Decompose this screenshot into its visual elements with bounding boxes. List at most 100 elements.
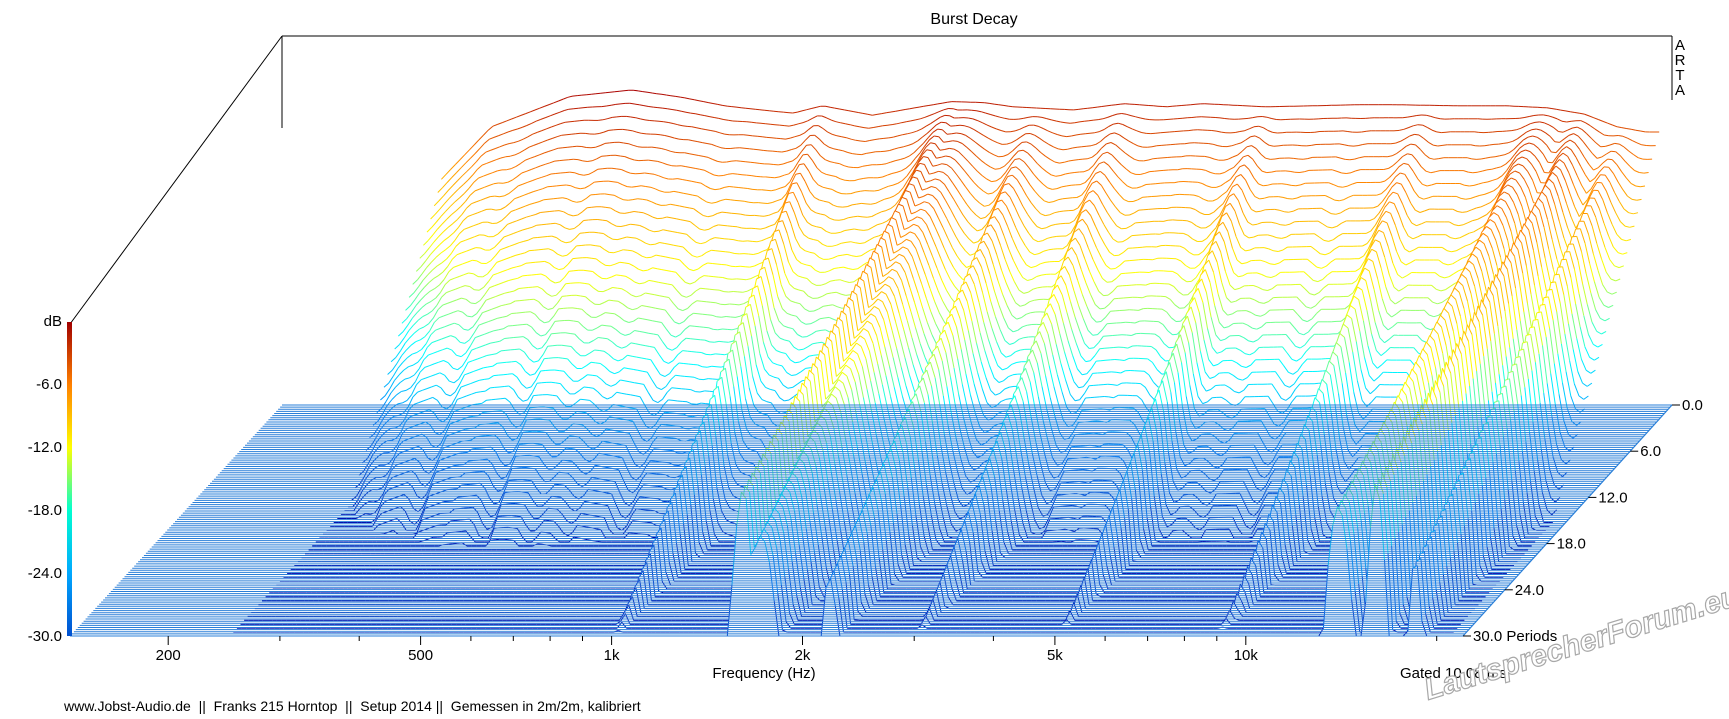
decay-trace-segment	[450, 201, 456, 207]
decay-trace-segment	[1413, 124, 1419, 127]
decay-trace-segment	[1336, 222, 1342, 227]
decay-trace-segment	[1619, 143, 1625, 148]
decay-trace-segment	[531, 274, 537, 276]
decay-trace-segment	[1635, 185, 1641, 188]
decay-trace-segment	[670, 95, 676, 97]
decay-trace-segment	[1006, 167, 1012, 176]
decay-trace-segment	[711, 143, 717, 147]
decay-trace-segment	[487, 172, 493, 175]
decay-trace-segment	[415, 266, 422, 272]
decay-trace-segment	[1479, 193, 1485, 196]
decay-trace-segment	[452, 180, 458, 186]
decay-trace-segment	[1106, 281, 1112, 283]
decay-trace-segment	[739, 200, 745, 202]
decay-trace-segment	[1124, 152, 1130, 157]
decay-trace-segment	[888, 184, 894, 187]
decay-trace-segment	[634, 159, 639, 162]
decay-trace-segment	[553, 100, 559, 104]
decay-trace-segment	[1548, 164, 1555, 174]
decay-trace-segment	[1522, 136, 1529, 141]
decay-trace-segment	[897, 180, 903, 184]
decay-trace-segment	[740, 160, 746, 163]
decay-trace-segment	[888, 136, 894, 139]
decay-trace-segment	[696, 181, 701, 184]
decay-trace-segment	[528, 144, 534, 148]
decay-trace-segment	[1184, 142, 1190, 145]
decay-trace-segment	[1564, 180, 1571, 195]
decay-trace-segment	[1021, 141, 1027, 143]
decay-trace-segment	[682, 179, 687, 181]
decay-trace-segment	[1019, 126, 1025, 130]
decay-trace-segment	[693, 154, 699, 156]
decay-trace-segment	[479, 186, 485, 190]
decay-trace-segment	[1637, 157, 1643, 160]
decay-trace-segment	[708, 102, 714, 104]
decay-trace-segment	[707, 215, 713, 218]
decay-trace-segment	[883, 137, 889, 139]
decay-trace-segment	[1060, 173, 1066, 176]
decay-trace-segment	[824, 316, 830, 319]
decay-trace-segment	[1437, 144, 1443, 147]
decay-trace-segment	[591, 158, 597, 162]
decay-trace-segment	[1314, 131, 1320, 133]
decay-trace-segment	[991, 180, 997, 183]
decay-trace-segment	[529, 156, 535, 159]
decay-trace-segment	[728, 119, 733, 122]
decay-trace-segment	[872, 224, 878, 228]
decay-trace-segment	[641, 185, 646, 187]
decay-trace-segment	[606, 104, 612, 107]
decay-trace-segment	[1088, 190, 1094, 194]
decay-trace-segment	[635, 117, 641, 120]
decay-trace-segment	[950, 156, 956, 161]
decay-trace-segment	[1452, 208, 1458, 212]
decay-trace-segment	[1472, 171, 1478, 174]
decay-trace-segment	[658, 175, 664, 179]
decay-trace-segment	[1217, 145, 1223, 147]
decay-trace-segment	[978, 186, 984, 192]
decay-trace-segment	[1023, 336, 1029, 339]
decay-trace-segment	[822, 186, 828, 189]
decay-trace-segment	[945, 122, 951, 127]
decay-trace-segment	[1352, 182, 1358, 185]
decay-trace-segment	[730, 147, 736, 149]
decay-trace-segment	[1227, 156, 1234, 160]
decay-trace-segment	[666, 164, 672, 167]
decay-trace-segment	[934, 143, 941, 151]
decay-trace-segment	[1423, 197, 1429, 200]
decay-trace-segment	[980, 111, 986, 114]
decay-trace-segment	[1362, 143, 1368, 145]
decay-trace-segment	[1453, 224, 1459, 227]
decay-trace-segment	[623, 142, 629, 145]
decay-trace-segment	[1410, 202, 1416, 211]
decay-trace-segment	[1084, 120, 1089, 122]
decay-trace-segment	[488, 183, 494, 186]
decay-trace-segment	[1027, 214, 1033, 222]
decay-trace-segment	[803, 163, 810, 172]
decay-trace-segment	[914, 106, 920, 109]
decay-trace-segment	[485, 196, 491, 199]
decay-trace-segment	[1561, 120, 1567, 123]
decay-trace-segment	[903, 179, 909, 188]
decay-trace-segment	[1477, 170, 1483, 173]
decay-trace-segment	[804, 181, 811, 192]
decay-trace-segment	[616, 115, 622, 118]
decay-trace-segment	[985, 212, 991, 218]
decay-trace-segment	[602, 118, 608, 121]
decay-trace-segment	[1590, 137, 1597, 144]
decay-trace-segment	[727, 173, 733, 175]
decay-trace-segment	[653, 173, 659, 177]
decay-trace-segment	[516, 114, 522, 118]
decay-trace-segment	[1034, 134, 1040, 139]
decay-trace-segment	[786, 149, 792, 152]
decay-trace-segment	[877, 222, 883, 226]
decay-trace-segment	[874, 138, 880, 141]
decay-trace-segment	[1130, 322, 1136, 324]
decay-trace-segment	[655, 133, 661, 136]
decay-trace-segment	[760, 122, 766, 125]
decay-trace-segment	[986, 178, 992, 183]
decay-trace-segment	[1526, 129, 1532, 133]
decay-trace-segment	[445, 245, 451, 251]
decay-trace-segment	[564, 108, 570, 111]
decay-trace-segment	[1073, 108, 1079, 111]
decay-trace-segment	[582, 207, 588, 213]
